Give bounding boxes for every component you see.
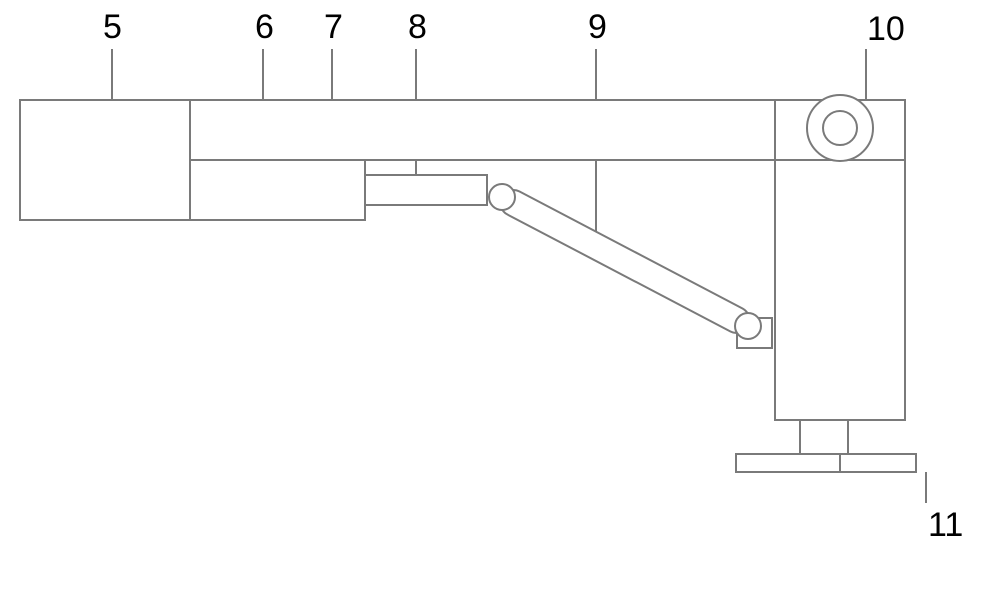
- label-11: 11: [928, 506, 963, 544]
- label-5: 5: [103, 8, 122, 46]
- label-10: 10: [867, 10, 905, 48]
- diagram-shapes: [20, 49, 926, 503]
- label-6: 6: [255, 8, 274, 46]
- label-9: 9: [588, 8, 607, 46]
- label-8: 8: [408, 8, 427, 46]
- label-7: 7: [324, 8, 343, 46]
